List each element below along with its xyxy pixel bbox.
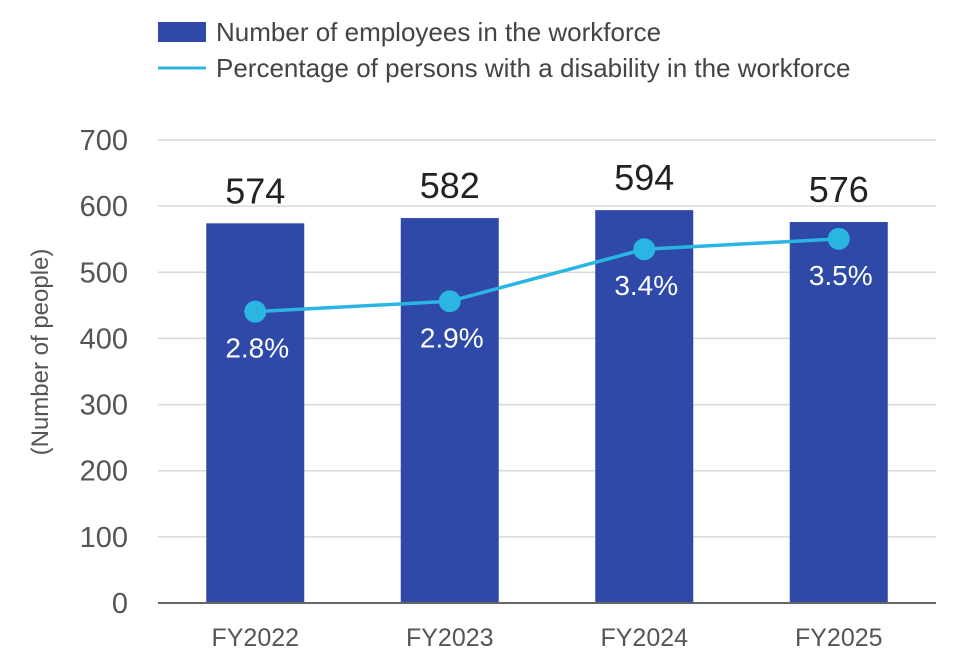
- y-axis-title: (Number of people): [27, 249, 54, 456]
- y-tick-label: 400: [80, 323, 128, 355]
- x-tick-label: FY2024: [600, 624, 688, 652]
- legend-label-line: Percentage of persons with a disability …: [216, 53, 850, 83]
- legend-label-bar: Number of employees in the workforce: [216, 17, 661, 47]
- bar: [595, 210, 694, 603]
- percentage-label: 3.5%: [809, 260, 873, 291]
- legend: Number of employees in the workforce Per…: [158, 17, 850, 83]
- bar: [400, 218, 499, 603]
- bar-value-label: 576: [809, 169, 869, 210]
- x-tick-label: FY2025: [795, 624, 883, 652]
- bar: [789, 222, 888, 603]
- bar-value-label: 574: [225, 170, 285, 211]
- percentage-point: [244, 300, 267, 323]
- bar-value-label: 594: [614, 157, 674, 198]
- bar-value-label: 582: [420, 165, 480, 206]
- x-tick-label: FY2022: [211, 624, 299, 652]
- percentage-points: [244, 227, 850, 323]
- percentage-point: [438, 290, 461, 313]
- legend-swatch-bar: [158, 22, 206, 42]
- percentage-label: 2.8%: [225, 333, 289, 364]
- y-tick-label: 500: [80, 257, 128, 289]
- y-tick-label: 100: [80, 522, 128, 554]
- bars: [206, 210, 888, 603]
- percentage-point: [827, 227, 850, 250]
- y-tick-labels: 0 100 200 300 400 500 600 700: [80, 125, 128, 620]
- percentage-label: 2.9%: [420, 322, 484, 353]
- bar-value-labels: 574 582 594 576: [225, 157, 869, 211]
- percentage-line-path: [255, 237, 839, 314]
- bar: [206, 223, 305, 603]
- x-tick-label: FY2023: [406, 624, 494, 652]
- y-tick-label: 300: [80, 390, 128, 422]
- percentage-line: [255, 237, 839, 314]
- y-tick-label: 600: [80, 191, 128, 223]
- percentage-labels: 2.8% 2.9% 3.4% 3.5%: [225, 260, 872, 364]
- percentage-label: 3.4%: [614, 270, 678, 301]
- y-tick-label: 0: [112, 588, 128, 620]
- y-tick-label: 700: [80, 125, 128, 157]
- y-tick-label: 200: [80, 456, 128, 488]
- percentage-point: [633, 238, 656, 261]
- x-tick-labels: FY2022 FY2023 FY2024 FY2025: [211, 624, 882, 652]
